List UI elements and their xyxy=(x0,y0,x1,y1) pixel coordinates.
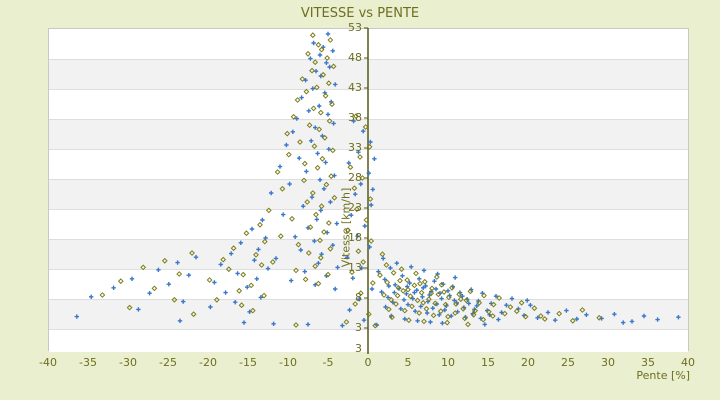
x-tick-label: 0 xyxy=(364,356,372,369)
y-tick-label: 13 xyxy=(348,261,362,274)
x-tick-label: -5 xyxy=(322,356,334,369)
x-tick-label: 40 xyxy=(681,356,695,369)
y-tick-label: 38 xyxy=(348,111,362,124)
x-tick-label: 25 xyxy=(561,356,575,369)
plot-band xyxy=(49,89,688,119)
y-tick-label: 23 xyxy=(348,201,362,214)
plot-band xyxy=(49,119,688,149)
plot-band xyxy=(49,329,688,352)
y-tick-label: 8 xyxy=(355,291,362,304)
x-tick-label: 10 xyxy=(441,356,455,369)
x-tick-label: -30 xyxy=(119,356,137,369)
x-axis-title: Pente [%] xyxy=(636,369,690,382)
y-tick-label: 33 xyxy=(348,141,362,154)
x-tick-label: -35 xyxy=(79,356,97,369)
plot-band xyxy=(49,179,688,209)
y-tick-label: 53 xyxy=(348,21,362,34)
y-axis-min-label: 3 xyxy=(355,342,362,355)
plot-band xyxy=(49,299,688,329)
y-tick-label: 3 xyxy=(355,321,362,334)
y-tick-label: 18 xyxy=(348,231,362,244)
plot-band xyxy=(49,209,688,239)
x-tick-label: -15 xyxy=(239,356,257,369)
y-tick-label: 48 xyxy=(348,51,362,64)
plot-band xyxy=(49,59,688,89)
x-tick-label: 5 xyxy=(404,356,412,369)
x-tick-label: 20 xyxy=(521,356,535,369)
x-tick-label: 35 xyxy=(641,356,655,369)
y-axis-title: Vitesse [km/h] xyxy=(339,187,353,268)
x-tick-label: -25 xyxy=(159,356,177,369)
x-tick-label: 30 xyxy=(601,356,615,369)
y-tick-label: 28 xyxy=(348,171,362,184)
plot-area xyxy=(48,28,689,352)
x-tick-label: -40 xyxy=(39,356,57,369)
y-tick-label: 43 xyxy=(348,81,362,94)
plot-band xyxy=(49,269,688,299)
plot-band xyxy=(49,239,688,269)
x-tick-label: -20 xyxy=(199,356,217,369)
plot-band xyxy=(49,29,688,59)
x-tick-label: 15 xyxy=(481,356,495,369)
chart-title: VITESSE vs PENTE xyxy=(300,6,420,21)
plot-band xyxy=(49,149,688,179)
x-tick-label: -10 xyxy=(279,356,297,369)
